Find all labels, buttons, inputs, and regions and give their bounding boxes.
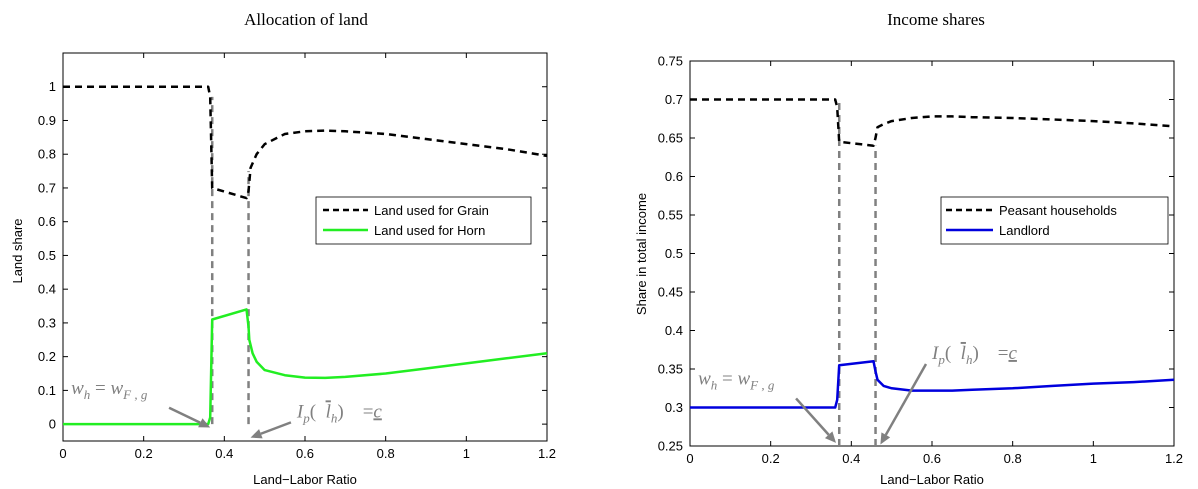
- series-line-land-used-for-horn: [63, 308, 548, 426]
- x-tick-label: 1.2: [538, 446, 556, 461]
- y-tick-label: 0.25: [658, 439, 683, 454]
- x-tick-label: 1: [463, 446, 470, 461]
- annotation-arrow-head: [198, 418, 211, 428]
- x-tick-label: 1: [1090, 451, 1097, 466]
- y-tick-label: 0.6: [38, 214, 56, 229]
- y-tick-label: 0.35: [658, 362, 683, 377]
- y-tick-label: 0.65: [658, 131, 683, 146]
- annotation-arrow-head: [880, 432, 891, 445]
- annotation-arrow-head: [824, 431, 837, 443]
- y-tick-label: 0.3: [665, 400, 683, 415]
- chart-title: Income shares: [887, 10, 985, 29]
- annotation-arrow-head: [250, 429, 263, 439]
- legend-box: [315, 196, 532, 245]
- x-tick-label: 0.4: [215, 446, 233, 461]
- legend-label-peasant: Peasant households: [999, 203, 1117, 218]
- series-lines: [690, 98, 1175, 409]
- x-tick-label: 0: [686, 451, 693, 466]
- y-tick-label: 0.4: [38, 282, 56, 297]
- annotation-arrow-line: [168, 406, 201, 424]
- legend-box: [940, 196, 1169, 245]
- y-tick-label: 0.3: [38, 315, 56, 330]
- axis-ticks: 0 0.2 0.4 0.6 0.8 1 1.2 0 0.1 0.2 0.3 0.4 0.5 0.6 0.7 0…: [38, 53, 556, 461]
- reference-lines: [837, 99, 877, 446]
- annotation-wh: wh = wF , g: [71, 378, 148, 402]
- y-tick-label: 0.7: [38, 180, 56, 195]
- x-axis-label: Land−Labor Ratio: [253, 472, 357, 487]
- reference-lines: [210, 96, 250, 425]
- series-line-peasant-households: [690, 98, 1175, 147]
- axis-ticks: 0 0.2 0.4 0.6 0.8 1 1.2 0.25 0.3 0.35 0.4 0.45 0.5 0.…: [658, 54, 1183, 467]
- series-line-land-used-for-grain: [63, 85, 548, 200]
- annotation-arrow-line: [884, 363, 928, 436]
- y-tick-label: 0.6: [665, 169, 683, 184]
- x-tick-label: 0.8: [1004, 451, 1022, 466]
- y-tick-label: 0.55: [658, 208, 683, 223]
- y-tick-label: 0: [49, 417, 56, 432]
- y-axis-label: Land share: [10, 218, 25, 283]
- chart-allocation-of-land: Allocation of land Land share Land−Labor…: [10, 10, 556, 487]
- x-tick-label: 0.8: [377, 446, 395, 461]
- legend-label-landlord: Landlord: [999, 223, 1050, 238]
- annotation-ip: Ip( lh) =c: [931, 343, 1017, 367]
- annotation-ip: Ip( lh) =c: [296, 401, 382, 425]
- plot-area: [62, 52, 548, 442]
- x-tick-label: 0.2: [135, 446, 153, 461]
- annotations: wh = wF , g Ip( lh) =c: [71, 378, 382, 439]
- series-lines: [63, 85, 548, 426]
- x-tick-label: 0.4: [842, 451, 860, 466]
- legend: Land used for Grain Land used for Horn: [315, 196, 532, 245]
- annotations: wh = wF , g Ip( lh) =c: [698, 343, 1017, 445]
- y-axis-label: Share in total income: [634, 193, 649, 315]
- legend-label-grain: Land used for Grain: [374, 203, 489, 218]
- y-tick-label: 0.5: [38, 248, 56, 263]
- y-tick-label: 1: [49, 79, 56, 94]
- y-tick-label: 0.5: [665, 246, 683, 261]
- x-tick-label: 0: [59, 446, 66, 461]
- y-tick-label: 0.1: [38, 383, 56, 398]
- y-tick-label: 0.8: [38, 147, 56, 162]
- legend-label-horn: Land used for Horn: [374, 223, 485, 238]
- annotation-arrow-line: [260, 421, 292, 435]
- y-tick-label: 0.7: [665, 92, 683, 107]
- chart-income-shares: Income shares Share in total income Land…: [634, 10, 1183, 487]
- y-tick-label: 0.75: [658, 54, 683, 69]
- x-tick-label: 0.2: [762, 451, 780, 466]
- annotation-arrow-line: [795, 397, 830, 436]
- x-tick-label: 0.6: [296, 446, 314, 461]
- x-tick-label: 1.2: [1165, 451, 1183, 466]
- annotation-wh: wh = wF , g: [698, 368, 775, 392]
- y-tick-label: 0.2: [38, 349, 56, 364]
- chart-title: Allocation of land: [244, 10, 368, 29]
- x-axis-label: Land−Labor Ratio: [880, 472, 984, 487]
- y-tick-label: 0.9: [38, 113, 56, 128]
- legend: Peasant households Landlord: [940, 196, 1169, 245]
- x-tick-label: 0.6: [923, 451, 941, 466]
- y-tick-label: 0.45: [658, 285, 683, 300]
- y-tick-label: 0.4: [665, 323, 683, 338]
- series-line-landlord: [690, 360, 1175, 409]
